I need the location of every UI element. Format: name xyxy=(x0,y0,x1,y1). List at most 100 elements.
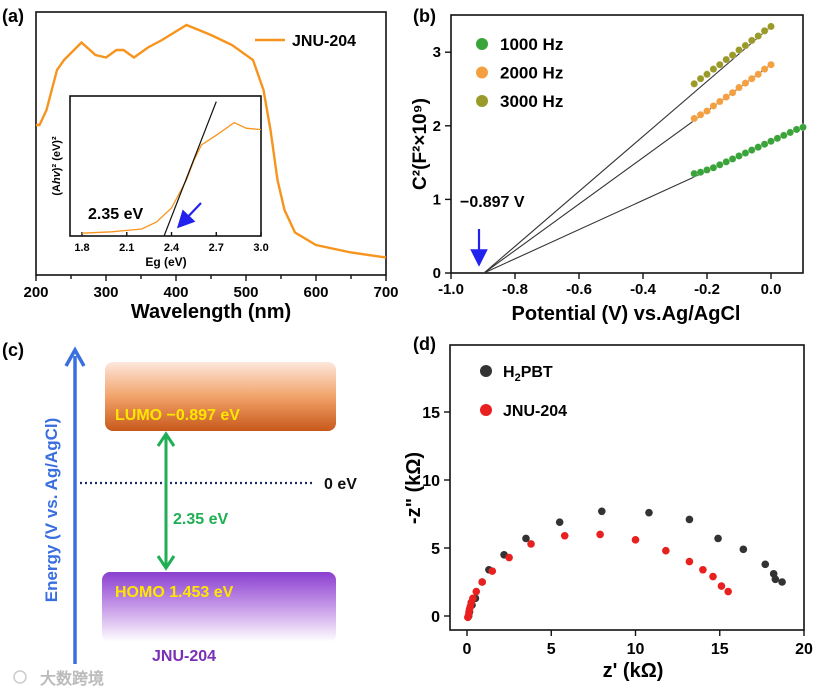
y-tick-label: 5 xyxy=(431,541,440,558)
data-point-jnu-204 xyxy=(505,553,513,562)
x-tick-label: 20 xyxy=(795,641,813,658)
x-tick-label: 600 xyxy=(303,284,328,301)
data-point xyxy=(722,55,731,64)
data-point xyxy=(690,79,699,88)
data-point-jnu-204 xyxy=(488,567,497,575)
data-point-h2pbt xyxy=(739,545,748,554)
panel-d-points xyxy=(464,507,786,622)
data-point-jnu-204 xyxy=(469,594,477,603)
data-point-jnu-204 xyxy=(631,536,640,544)
inset-x-axis-label: Eg (eV) xyxy=(145,255,186,269)
inset-blue-arrow-icon xyxy=(176,202,202,229)
data-point-jnu-204 xyxy=(717,582,726,590)
legend-marker-jnu-204 xyxy=(480,404,492,416)
data-point-jnu-204 xyxy=(478,578,486,586)
data-point xyxy=(696,110,705,119)
panel-b-axes-frame xyxy=(450,14,804,274)
data-point xyxy=(767,137,775,146)
watermark-logo-icon xyxy=(13,670,27,684)
panel-a-label: (a) xyxy=(2,6,24,26)
panel-c-label: (c) xyxy=(2,340,24,360)
x-tick-label: 15 xyxy=(711,641,729,658)
data-point xyxy=(735,46,743,54)
fit-line-3000-Hz xyxy=(483,26,772,274)
y-tick-label: 15 xyxy=(422,405,440,422)
data-point xyxy=(709,65,718,74)
lumo-band xyxy=(105,362,336,431)
data-point-jnu-204 xyxy=(685,557,694,566)
data-point-jnu-204 xyxy=(699,565,707,574)
x-tick-label: -0.8 xyxy=(502,281,528,298)
legend-label: 2000 Hz xyxy=(500,64,563,83)
inset-x-tick-label: 2.7 xyxy=(209,242,224,254)
x-tick-label: -0.6 xyxy=(566,281,592,298)
panel-d-ticks: 0 5 10 15 20 0 5 10 15 xyxy=(422,405,813,658)
data-point-h2pbt xyxy=(771,575,780,584)
data-point xyxy=(767,60,775,69)
watermark: 大数跨境 xyxy=(40,669,104,688)
panel-a-x-axis-label: Wavelength (nm) xyxy=(131,301,291,323)
legend-marker xyxy=(476,95,488,107)
panel-b-y-axis-label: C²(F²×10⁹) xyxy=(410,98,431,190)
homo-label: HOMO 1.453 eV xyxy=(115,584,234,601)
data-point xyxy=(715,60,724,69)
data-point-jnu-204 xyxy=(596,530,604,539)
panel-b-intercept-annotation: −0.897 V xyxy=(460,194,525,211)
panel-d-label: (d) xyxy=(413,334,436,354)
legend-marker-h2pbt xyxy=(480,365,492,377)
legend-label: 1000 Hz xyxy=(500,35,563,54)
data-point xyxy=(760,140,769,149)
panel-b-label: (b) xyxy=(413,6,436,26)
data-point-h2pbt xyxy=(761,560,770,569)
x-tick-label: 500 xyxy=(233,284,258,301)
panel-d-nyquist: (d) 0 5 10 15 20 0 5 10 15 H2PBT JNU-204 z' (kΩ)… xyxy=(403,334,813,682)
homo-band xyxy=(102,572,336,642)
panel-a-legend-label: JNU-204 xyxy=(292,33,356,50)
inset-y-axis-label: (Ahv)² (eV)² xyxy=(51,136,63,196)
data-point xyxy=(747,74,756,83)
data-point xyxy=(779,131,788,140)
data-point xyxy=(760,26,769,35)
data-point xyxy=(799,123,807,132)
x-tick-label: 10 xyxy=(627,641,645,658)
panel-b-mott-schottky: (b) -1.0 -0.8 -0.6 -0.4 -0.2 0.0 0 1 2 3 1000 Hz 2… xyxy=(410,6,807,325)
legend-label-jnu-204: JNU-204 xyxy=(503,403,567,420)
data-point xyxy=(703,107,711,115)
data-point xyxy=(747,36,756,45)
legend-label-h2pbt: H2PBT xyxy=(503,364,553,384)
data-point-h2pbt xyxy=(645,508,653,517)
data-point xyxy=(728,51,737,60)
data-point xyxy=(722,157,731,166)
x-tick-label: 0 xyxy=(463,641,472,658)
x-tick-label: -0.2 xyxy=(694,281,720,298)
data-point-h2pbt xyxy=(778,578,786,586)
y-tick-label: 1 xyxy=(433,191,441,208)
panel-b-ticks: -1.0 -0.8 -0.6 -0.4 -0.2 0.0 0 1 2 3 xyxy=(433,44,782,298)
y-tick-label: 0 xyxy=(433,265,441,282)
data-point-h2pbt xyxy=(555,518,564,526)
data-point xyxy=(709,163,718,172)
data-point xyxy=(690,114,699,123)
data-point xyxy=(773,134,782,143)
inset-x-tick-label: 3.0 xyxy=(253,242,268,254)
panel-b-x-axis-label: Potential (V) vs.Ag/AgCl xyxy=(512,303,741,325)
x-tick-label: 300 xyxy=(93,284,118,301)
x-tick-label: 400 xyxy=(163,284,188,301)
panel-c-band-diagram: (c) Energy (V vs. Ag/AgCl) LUMO −0.897 e… xyxy=(2,340,357,688)
fit-line-2000-Hz xyxy=(483,64,772,274)
data-point-jnu-204 xyxy=(724,587,732,596)
data-point xyxy=(722,93,731,101)
data-point xyxy=(709,102,718,110)
data-point xyxy=(728,88,737,97)
legend-label: 3000 Hz xyxy=(500,92,563,111)
inset-x-tick-label: 2.4 xyxy=(164,242,180,254)
energy-axis-arrowhead-icon xyxy=(64,346,86,367)
data-point-jnu-204 xyxy=(662,546,670,555)
panel-b-points xyxy=(690,22,807,178)
x-tick-label: 0.0 xyxy=(761,281,782,298)
data-point-h2pbt xyxy=(522,534,530,543)
inset-tangent-line xyxy=(163,101,217,237)
panel-d-x-axis-label: z' (kΩ) xyxy=(603,660,664,682)
data-point-h2pbt xyxy=(714,534,722,543)
inset-x-ticks: 1.8 2.1 2.4 2.7 3.0 xyxy=(74,232,269,254)
